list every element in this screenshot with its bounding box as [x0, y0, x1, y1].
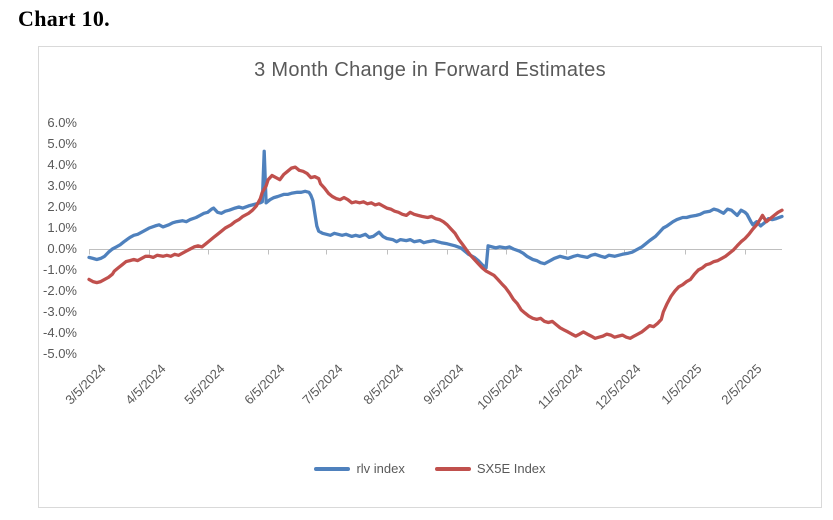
- legend-item: SX5E Index: [434, 461, 546, 476]
- series-line-sx5e: [87, 165, 784, 340]
- legend-line-swatch: [434, 466, 471, 471]
- legend-line-swatch: [314, 466, 351, 471]
- series-line-rlv: [87, 149, 784, 270]
- legend: rlv index SX5E Index: [39, 461, 821, 476]
- chart-frame: 3 Month Change in Forward Estimates 6.0%…: [38, 46, 822, 508]
- legend-label: SX5E Index: [476, 461, 546, 476]
- legend-label: rlv index: [356, 461, 405, 476]
- plot-area: [87, 149, 784, 340]
- chart-title: 3 Month Change in Forward Estimates: [254, 59, 606, 81]
- page-heading: Chart 10.: [18, 6, 110, 31]
- legend-item: rlv index: [314, 461, 405, 476]
